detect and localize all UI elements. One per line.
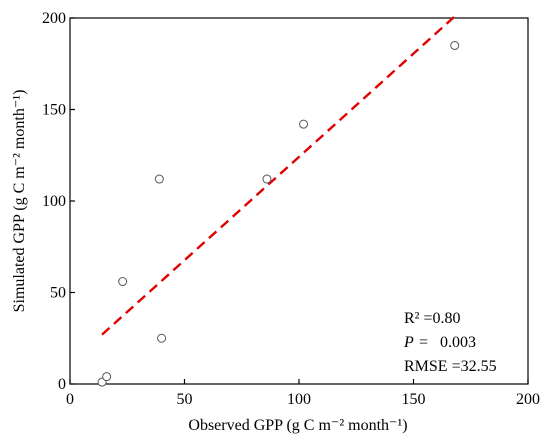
fit-line-group — [101, 13, 458, 336]
stats-annotation: R² =0.80 P = 0.003 RMSE =32.55 — [403, 310, 497, 375]
rmse-annotation: RMSE =32.55 — [404, 358, 497, 375]
x-tick-label: 100 — [287, 391, 311, 408]
x-tick-label: 200 — [516, 391, 540, 408]
y-axis-title: Simulated GPP (g C m⁻² month⁻¹) — [11, 90, 28, 313]
y-tick-label: 50 — [50, 285, 66, 302]
x-axis-ticks: 0 50 100 150 200 — [66, 379, 540, 408]
data-point — [154, 174, 164, 184]
x-tick-label: 150 — [402, 391, 426, 408]
data-point — [262, 174, 272, 184]
x-tick-label: 50 — [177, 391, 193, 408]
p-value: = 0.003 — [419, 334, 476, 351]
data-point — [102, 372, 112, 382]
plot-frame — [69, 17, 529, 385]
data-points — [97, 40, 460, 387]
data-point — [450, 40, 460, 50]
data-point — [299, 119, 309, 129]
x-axis-title: Observed GPP (g C m⁻² month⁻¹) — [188, 417, 407, 434]
x-tick-label: 0 — [66, 391, 74, 408]
y-tick-label: 200 — [42, 10, 66, 27]
y-tick-label: 0 — [58, 376, 66, 393]
p-label: P — [403, 334, 414, 351]
data-point — [118, 277, 128, 287]
y-axis-ticks: 0 50 100 150 200 — [42, 10, 75, 393]
r2-annotation: R² =0.80 — [404, 310, 461, 327]
y-tick-label: 100 — [42, 193, 66, 210]
y-tick-label: 150 — [42, 102, 66, 119]
fit-line — [101, 13, 458, 336]
data-point — [157, 333, 167, 343]
